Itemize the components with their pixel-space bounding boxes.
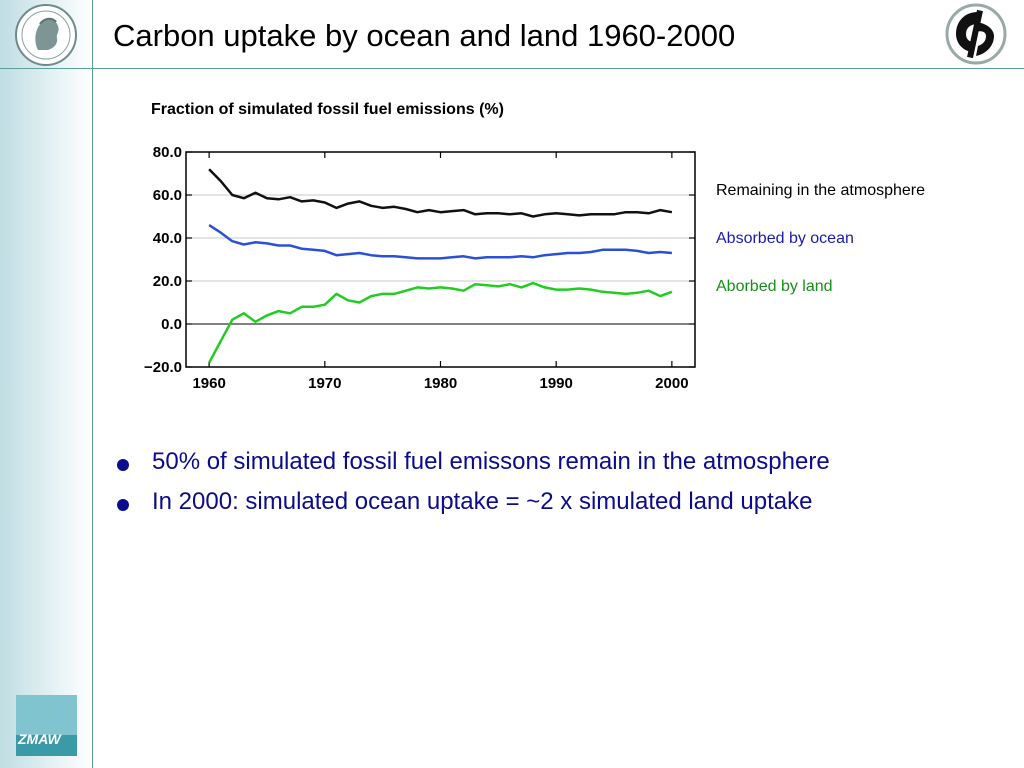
- bullet-item: In 2000: simulated ocean uptake = ~2 x s…: [112, 488, 830, 528]
- legend-land: Aborbed by land: [716, 278, 833, 295]
- x-tick-label: 1960: [192, 375, 225, 392]
- zmaw-logo: ZMAW: [16, 695, 77, 756]
- max-planck-logo: [15, 4, 77, 66]
- bullet-text: 50% of simulated fossil fuel emissons re…: [152, 448, 830, 475]
- series-line-land: [207, 281, 673, 364]
- legend-ocean: Absorbed by ocean: [716, 230, 854, 247]
- line-chart: −20.0 0.0 20.0 40.0 60.0 80.0 1960 1970 1980 1990…: [144, 144, 696, 392]
- bullet-list: 50% of simulated fossil fuel emissons re…: [112, 448, 830, 528]
- y-tick-label: 0.0: [161, 316, 182, 333]
- bullet-dot: [117, 499, 129, 511]
- sidebar-gradient: [0, 0, 93, 768]
- x-tick-label: 1980: [424, 375, 457, 392]
- institute-logo: [945, 3, 1007, 65]
- bullet-dot: [117, 459, 129, 471]
- y-tick-label: 60.0: [153, 187, 182, 204]
- page-title: Carbon uptake by ocean and land 1960-200…: [113, 18, 736, 53]
- series-line-atmosphere: [208, 168, 673, 218]
- series-line-ocean: [208, 224, 673, 260]
- bullet-text: In 2000: simulated ocean uptake = ~2 x s…: [152, 488, 813, 515]
- header-divider: [0, 68, 1024, 69]
- x-tick-label: 1990: [539, 375, 572, 392]
- bullet-item: 50% of simulated fossil fuel emissons re…: [112, 448, 830, 488]
- y-tick-label: 80.0: [153, 144, 182, 161]
- zmaw-logo-text: ZMAW: [17, 731, 63, 747]
- chart-title: Fraction of simulated fossil fuel emissi…: [151, 101, 504, 118]
- y-tick-label: 20.0: [153, 273, 182, 290]
- y-tick-label: −20.0: [144, 359, 182, 376]
- x-tick-label: 2000: [655, 375, 688, 392]
- y-tick-label: 40.0: [153, 230, 182, 247]
- x-tick-label: 1970: [308, 375, 341, 392]
- legend-atmosphere: Remaining in the atmosphere: [716, 182, 926, 199]
